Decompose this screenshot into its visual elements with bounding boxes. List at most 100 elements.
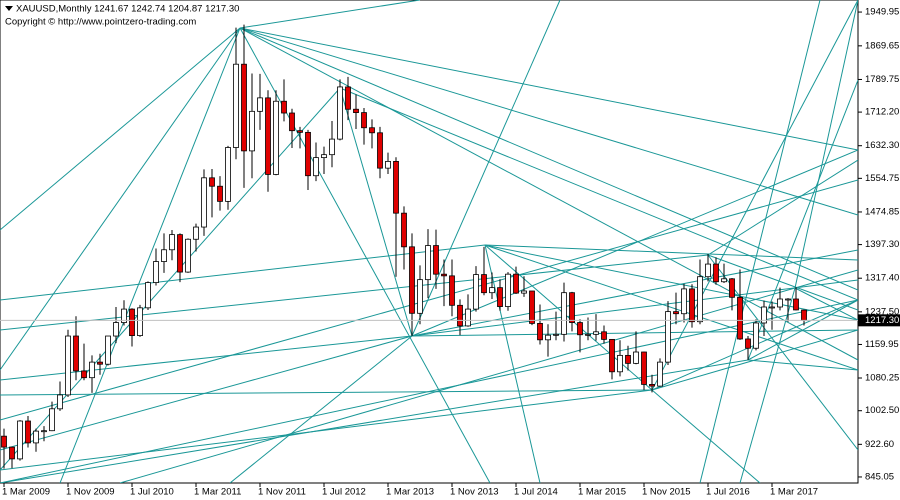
- candle-body: [17, 420, 23, 460]
- x-tick-label: 1 Mar 2013: [386, 487, 434, 498]
- candle-body: [721, 278, 727, 283]
- candle-body: [385, 161, 391, 169]
- candle-body: [513, 273, 519, 294]
- candle-body: [753, 322, 759, 349]
- y-tick-label: 1474.85: [865, 206, 899, 217]
- candle-body: [569, 292, 575, 323]
- y-tick-label: 1080.25: [865, 373, 899, 384]
- candle-body: [169, 234, 175, 251]
- x-tick-label: 1 Jul 2016: [706, 487, 750, 498]
- candle-body: [65, 335, 71, 396]
- x-tick-label: 1 Mar 2011: [194, 487, 241, 498]
- candle-body: [41, 430, 47, 433]
- candle-body: [769, 306, 775, 309]
- y-tick-label: 1397.30: [865, 239, 899, 250]
- candle-body: [689, 288, 695, 323]
- candle-body: [345, 86, 351, 110]
- candle-body: [745, 338, 751, 349]
- candle-body: [257, 97, 263, 112]
- y-tick-label: 1712.20: [865, 107, 899, 118]
- candle-body: [105, 335, 111, 365]
- candle-body: [505, 273, 511, 307]
- candle-body: [89, 361, 95, 379]
- candle-body: [625, 354, 631, 364]
- candle-body: [49, 408, 55, 432]
- x-tick-label: 1 Jul 2010: [130, 487, 174, 498]
- candle-body: [585, 333, 591, 336]
- copyright: Copyright © http://www.pointzero-trading…: [5, 17, 196, 28]
- y-tick-label: 1237.50: [865, 306, 899, 317]
- candle-body: [209, 177, 215, 187]
- x-tick-label: 1 Jul 2012: [322, 487, 366, 498]
- candle-body: [377, 132, 383, 169]
- candle-body: [25, 420, 31, 444]
- candle-body: [681, 288, 687, 315]
- candle-body: [521, 290, 527, 294]
- candle-body: [489, 287, 495, 294]
- candle-body: [297, 130, 303, 133]
- candle-body: [281, 100, 287, 114]
- candle-body: [641, 351, 647, 385]
- candle-body: [249, 110, 255, 152]
- y-tick-label: 1949.95: [865, 7, 899, 18]
- header-icon: [5, 6, 13, 11]
- candle-body: [185, 238, 191, 273]
- candle-body: [121, 308, 127, 323]
- candle-body: [329, 138, 335, 156]
- candle-body: [321, 154, 327, 159]
- candle-body: [57, 394, 63, 410]
- candle-body: [761, 306, 767, 324]
- candle-body: [457, 304, 463, 327]
- candle-body: [9, 446, 15, 460]
- candle-body: [289, 112, 295, 132]
- y-tick-label: 1317.40: [865, 273, 899, 284]
- candle-body: [153, 261, 159, 283]
- candle-body: [601, 331, 607, 340]
- candle-body: [217, 185, 223, 202]
- candle-body: [729, 278, 735, 298]
- candle-body: [441, 273, 447, 277]
- candle-body: [177, 234, 183, 273]
- candle-body: [393, 161, 399, 214]
- candle-body: [433, 245, 439, 275]
- candle-body: [593, 331, 599, 335]
- candle-body: [545, 334, 551, 341]
- x-tick-label: 1 Nov 2013: [450, 487, 499, 498]
- candle-body: [145, 282, 151, 309]
- candle-body: [777, 298, 783, 308]
- candle-body: [561, 292, 567, 335]
- x-tick-label: 1 Mar 2009: [2, 487, 50, 498]
- candle-body: [361, 112, 367, 129]
- candle-body: [553, 333, 559, 336]
- candle-body: [801, 309, 807, 321]
- candle-body: [113, 322, 119, 337]
- candle-body: [129, 308, 135, 337]
- candle-body: [617, 354, 623, 373]
- candle-body: [697, 276, 703, 323]
- candle-body: [161, 249, 167, 262]
- candle-body: [609, 338, 615, 373]
- y-tick-label: 1869.65: [865, 40, 899, 51]
- y-tick-label: 1789.75: [865, 74, 899, 85]
- candle-body: [201, 177, 207, 228]
- candle-body: [265, 97, 271, 175]
- candle-body: [657, 361, 663, 387]
- candle-body: [665, 311, 671, 363]
- candle-body: [793, 298, 799, 311]
- candle-body: [1, 435, 7, 448]
- candle-body: [577, 322, 583, 336]
- candle-body: [241, 63, 247, 152]
- candle-body: [369, 127, 375, 134]
- candle-body: [233, 63, 239, 148]
- x-tick-label: 1 Nov 2011: [258, 487, 306, 498]
- candle-body: [193, 226, 199, 240]
- candle-body: [537, 323, 543, 341]
- x-tick-label: 1 Nov 2009: [66, 487, 115, 498]
- x-tick-label: 1 Nov 2015: [642, 487, 691, 498]
- candle-body: [401, 212, 407, 248]
- candle-body: [713, 263, 719, 283]
- y-tick-label: 1002.50: [865, 405, 899, 416]
- candle-body: [425, 245, 431, 281]
- header: XAUUSD,Monthly 1241.67 1242.74 1204.87 1…: [16, 4, 239, 15]
